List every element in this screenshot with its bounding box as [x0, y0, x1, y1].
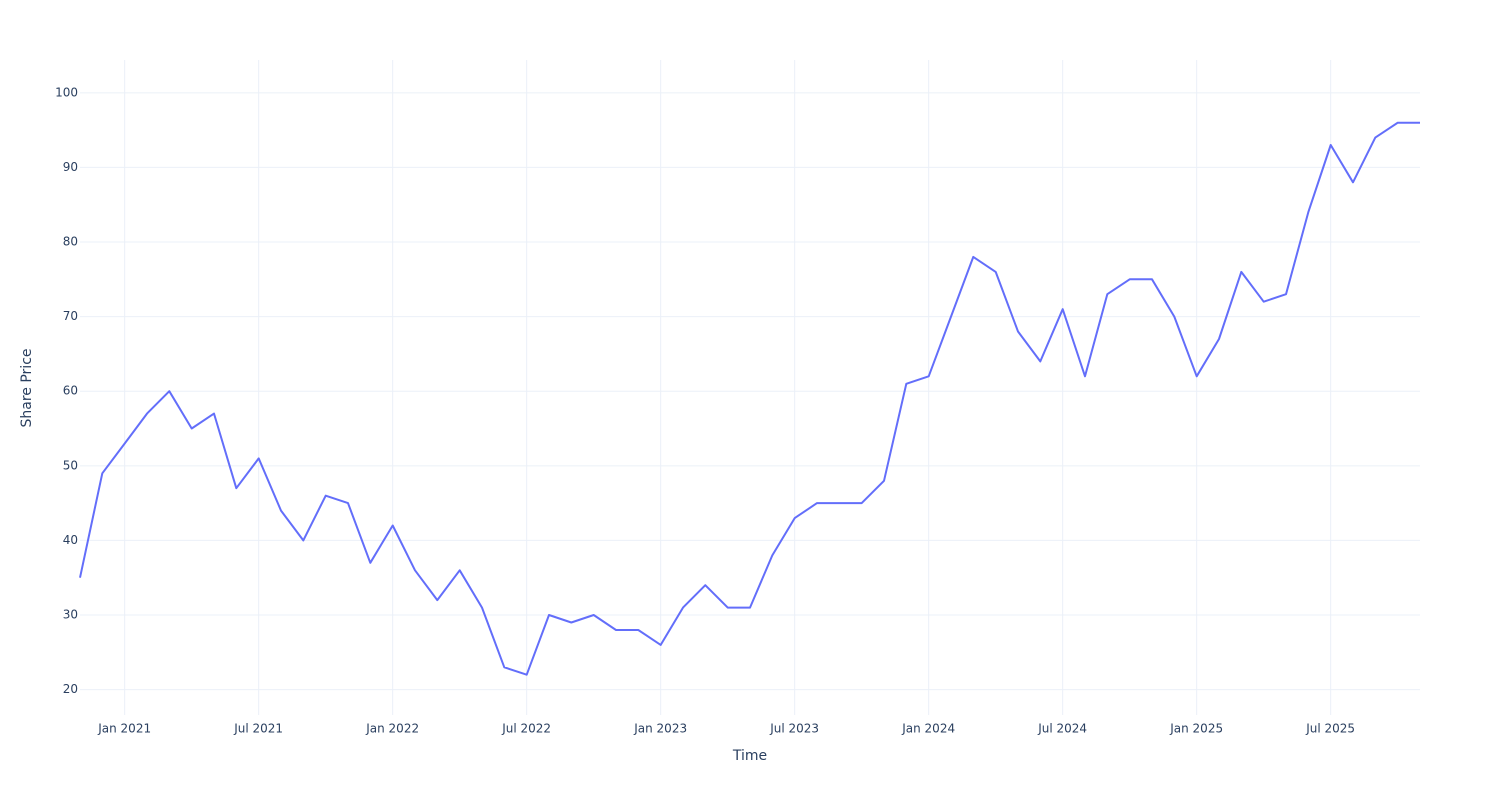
x-tick-label: Jan 2021: [97, 722, 151, 736]
x-tick-label: Jan 2022: [365, 722, 419, 736]
x-tick-label: Jul 2025: [1305, 722, 1355, 736]
x-axis-title: Time: [732, 748, 767, 764]
y-tick-label: 70: [63, 309, 78, 323]
y-tick-label: 60: [63, 384, 78, 398]
y-tick-label: 100: [55, 85, 78, 99]
x-tick-label: Jul 2022: [501, 722, 551, 736]
x-tick-label: Jan 2023: [633, 722, 687, 736]
x-tick-label: Jan 2024: [901, 722, 955, 736]
y-tick-label: 30: [63, 608, 78, 622]
y-axis-title: Share Price: [19, 348, 35, 427]
y-tick-label: 20: [63, 682, 78, 696]
y-tick-label: 40: [63, 533, 78, 547]
y-tick-label: 90: [63, 160, 78, 174]
y-tick-label: 80: [63, 235, 78, 249]
line-series: [79, 121, 1420, 676]
x-tick-label: Jul 2021: [233, 722, 283, 736]
x-tick-label: Jul 2024: [1037, 722, 1087, 736]
x-tick-label: Jan 2025: [1169, 722, 1223, 736]
x-tick-label: Jul 2023: [769, 722, 819, 736]
y-tick-label: 50: [63, 458, 78, 472]
